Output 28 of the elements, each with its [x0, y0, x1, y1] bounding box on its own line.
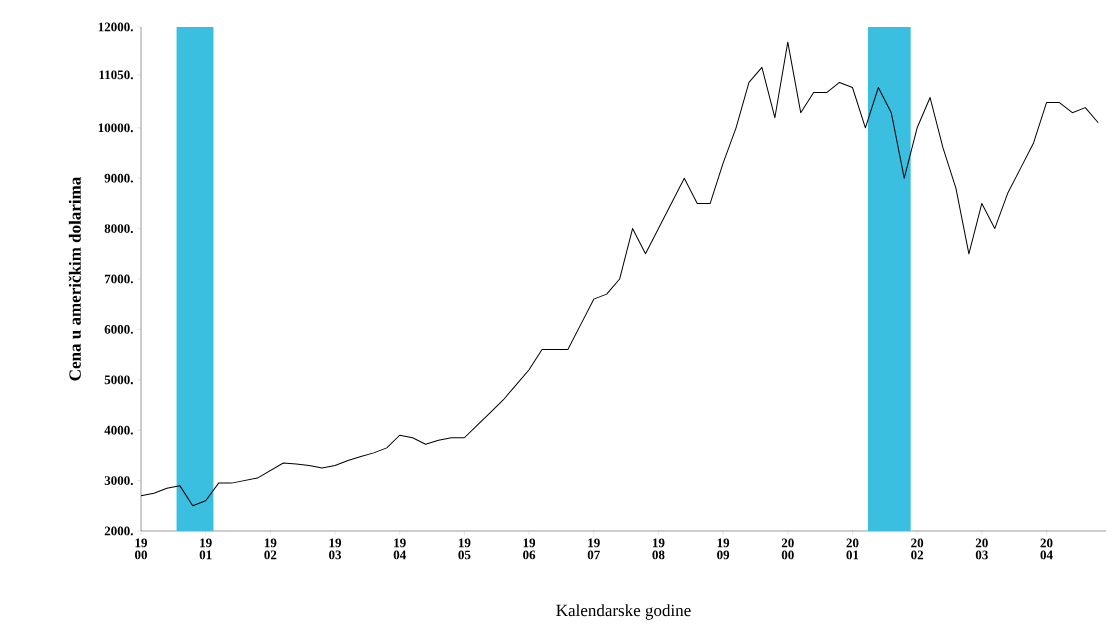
x-tick-label: 20 01 [846, 538, 859, 560]
x-tick-label: 20 00 [781, 538, 794, 560]
x-tick-label: 19 03 [329, 538, 342, 560]
x-tick-label: 19 01 [199, 538, 212, 560]
x-axis-title: Kalendarske godine [556, 604, 691, 620]
y-tick-label: 5000. [104, 375, 133, 385]
y-tick-label: 8000. [104, 224, 133, 234]
y-tick-label: 12000. [98, 22, 133, 32]
y-tick-label: 11050. [99, 70, 133, 80]
x-tick-label: 19 08 [652, 538, 665, 560]
y-axis-title: Cena u američkim dolarima [68, 177, 81, 381]
x-tick-label: 20 02 [911, 538, 924, 560]
y-tick-label: 9000. [104, 173, 133, 183]
y-tick-label: 4000. [104, 425, 133, 435]
x-tick-label: 19 07 [587, 538, 600, 560]
x-tick-label: 19 05 [458, 538, 471, 560]
x-tick-label: 19 02 [264, 538, 277, 560]
y-tick-label: 3000. [104, 476, 133, 486]
x-tick-label: 19 00 [135, 538, 148, 560]
x-tick-label: 19 09 [717, 538, 730, 560]
x-tick-label: 19 06 [523, 538, 536, 560]
y-tick-label: 6000. [104, 324, 133, 334]
x-tick-label: 20 04 [1040, 538, 1053, 560]
x-tick-label: 20 03 [975, 538, 988, 560]
y-tick-label: 2000. [104, 526, 133, 536]
y-tick-label: 7000. [104, 274, 133, 284]
y-tick-label: 10000. [98, 123, 133, 133]
x-tick-label: 19 04 [393, 538, 406, 560]
